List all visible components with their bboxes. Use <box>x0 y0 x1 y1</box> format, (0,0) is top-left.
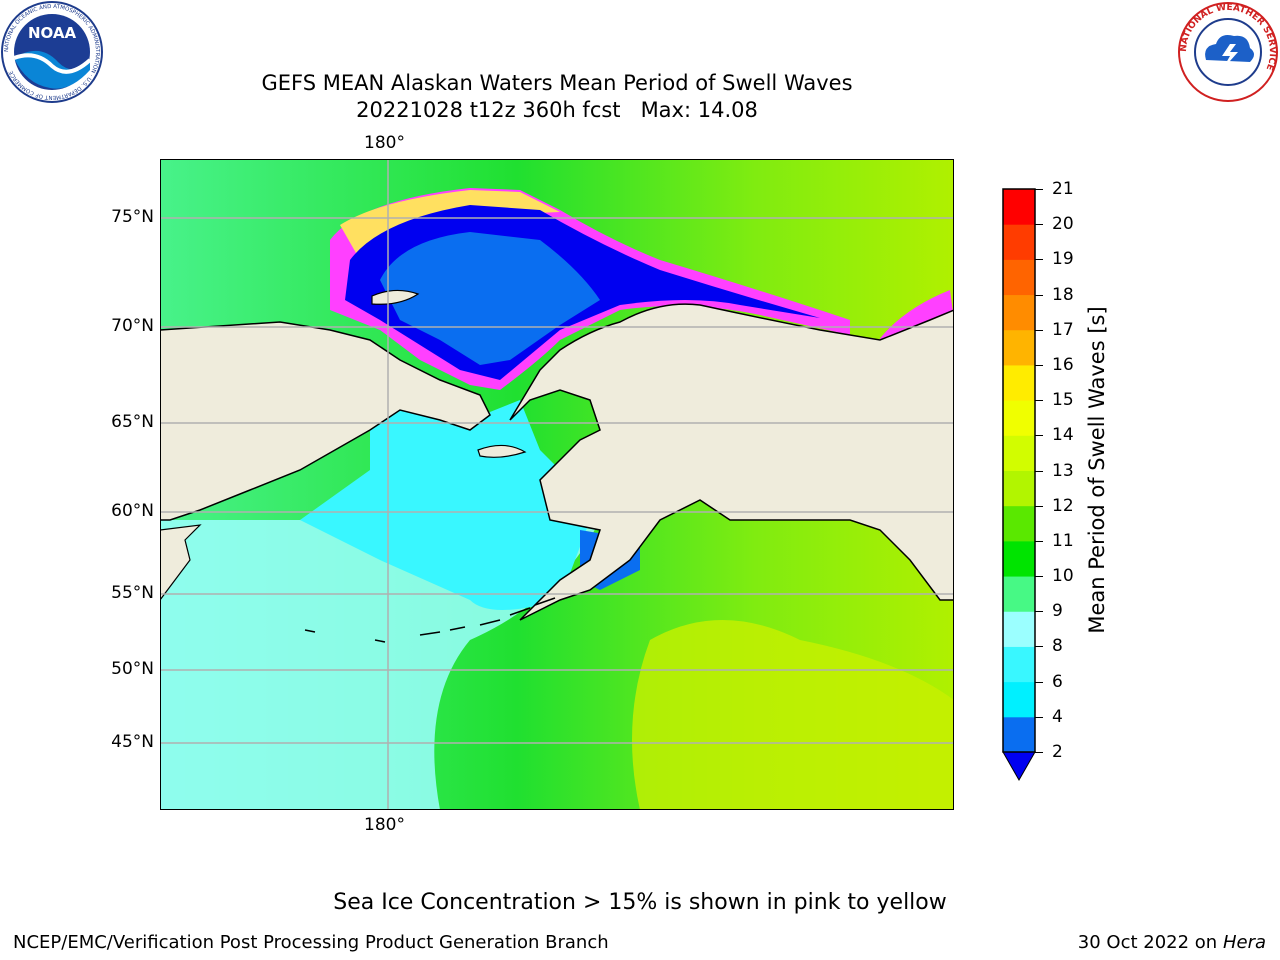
nws-logo: NATIONAL WEATHER SERVICE <box>1178 2 1278 102</box>
colorbar-tick-label: 17 <box>1052 319 1074 340</box>
map-panel <box>160 159 954 810</box>
graticule <box>160 159 954 810</box>
colorbar-tick-label: 2 <box>1052 742 1063 762</box>
lat-label-55: 55°N <box>111 583 154 603</box>
colorbar-tick-label: 16 <box>1052 354 1074 375</box>
colorbar-band <box>1003 224 1035 260</box>
colorbar-tick-label: 10 <box>1052 566 1074 587</box>
colorbar-band <box>1003 435 1035 471</box>
credit-machine: Hera <box>1222 932 1266 953</box>
colorbar-tick-label: 15 <box>1052 390 1074 411</box>
colorbar-band <box>1003 716 1035 753</box>
noaa-logo: NOAA NATIONAL OCEANIC AND ATMOSPHERIC AD… <box>1 1 103 103</box>
colorbar-tick-label: 4 <box>1052 706 1063 727</box>
colorbar-tick-mark <box>1035 364 1043 366</box>
colorbar-band <box>1003 294 1035 331</box>
colorbar-tick-mark <box>1035 716 1043 718</box>
colorbar-tick-mark <box>1035 189 1043 190</box>
lat-label-65: 65°N <box>111 412 154 432</box>
colorbar-band <box>1003 470 1035 507</box>
colorbar-tick-label: 8 <box>1052 636 1063 657</box>
colorbar-tick-label: 20 <box>1052 214 1074 235</box>
colorbar-extend-triangle <box>1002 751 1036 782</box>
plot-title: GEFS MEAN Alaskan Waters Mean Period of … <box>261 71 853 95</box>
colorbar-band <box>1003 329 1035 366</box>
colorbar-band <box>1003 259 1035 296</box>
aleutian-islands <box>304 597 556 643</box>
colorbar-tick-mark <box>1035 576 1043 578</box>
colorbar-tick-mark <box>1035 505 1043 507</box>
colorbar-tick-mark <box>1035 540 1043 542</box>
sea-ice-footnote: Sea Ice Concentration > 15% is shown in … <box>333 890 947 915</box>
land-alaska <box>509 303 954 621</box>
colorbar-tick-mark <box>1035 752 1043 753</box>
ocean-region-12-13s <box>632 620 954 810</box>
chukchi-sea-region <box>380 232 600 365</box>
colorbar-band <box>1003 646 1035 683</box>
colorbar-tick-label: 11 <box>1052 530 1074 551</box>
colorbar <box>1002 188 1036 782</box>
colorbar-tick-label: 12 <box>1052 495 1074 516</box>
colorbar-band <box>1003 505 1035 542</box>
lon-label-top: 180° <box>364 133 405 153</box>
credit-date: 30 Oct 2022 on <box>1077 932 1218 953</box>
colorbar-band <box>1003 576 1035 612</box>
lat-label-60: 60°N <box>111 501 154 521</box>
colorbar-tick-mark <box>1035 681 1043 683</box>
colorbar-tick-mark <box>1035 224 1043 226</box>
colorbar-bands <box>1003 189 1035 753</box>
colorbar-tick-label: 21 <box>1052 179 1074 199</box>
colorbar-tick-label: 14 <box>1052 425 1074 446</box>
lat-label-45: 45°N <box>111 732 154 752</box>
colorbar-tick-mark <box>1035 329 1043 331</box>
noaa-logo-text: NOAA <box>28 24 77 42</box>
colorbar-label: Mean Period of Swell Waves [s] <box>1085 306 1109 634</box>
colorbar-tick-mark <box>1035 646 1043 648</box>
colorbar-band <box>1003 189 1035 225</box>
lat-label-75: 75°N <box>111 207 154 227</box>
colorbar-tick-mark <box>1035 470 1043 472</box>
colorbar-tick-label: 19 <box>1052 249 1074 270</box>
lon-label-bottom: 180° <box>364 815 405 835</box>
colorbar-band <box>1003 611 1035 647</box>
land-kamchatka <box>160 524 202 601</box>
colorbar-tick-label: 6 <box>1052 671 1063 692</box>
colorbar-band <box>1003 681 1035 718</box>
credit-right: 30 Oct 2022 on Hera <box>1078 932 1266 953</box>
colorbar-tick-mark <box>1035 259 1043 261</box>
wrangel-island <box>371 289 420 305</box>
colorbar-tick-mark <box>1035 435 1043 437</box>
colorbar-band <box>1003 400 1035 436</box>
st-lawrence-island <box>477 444 527 458</box>
lat-label-70: 70°N <box>111 316 154 336</box>
plot-subtitle: 20221028 t12z 360h fcst Max: 14.08 <box>356 98 758 122</box>
colorbar-tick-mark <box>1035 611 1043 613</box>
colorbar-band <box>1003 540 1035 577</box>
colorbar-tick-label: 18 <box>1052 284 1074 305</box>
lat-label-50: 50°N <box>111 659 154 679</box>
colorbar-tick-label: 13 <box>1052 460 1074 481</box>
colorbar-tick-mark <box>1035 294 1043 296</box>
colorbar-tick-label: 9 <box>1052 601 1063 622</box>
colorbar-tick-mark <box>1035 400 1043 402</box>
colorbar-band <box>1003 364 1035 401</box>
credit-left: NCEP/EMC/Verification Post Processing Pr… <box>13 932 609 953</box>
